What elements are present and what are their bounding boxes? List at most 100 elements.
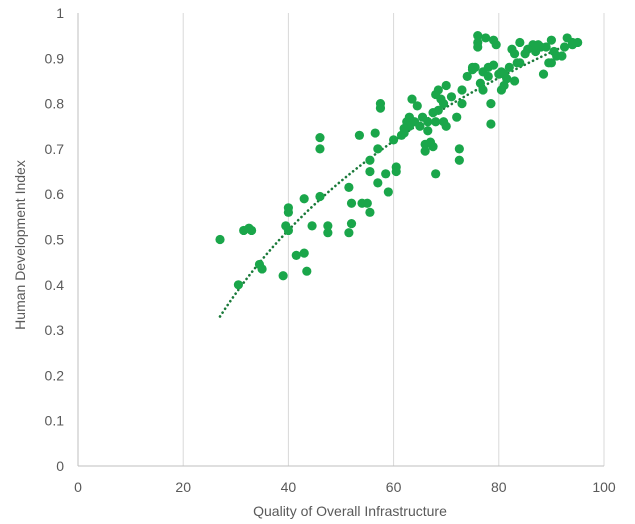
data-point	[383, 187, 393, 197]
data-point	[423, 117, 433, 127]
x-tick-labels: 0 20 40 60 80 100	[74, 479, 616, 495]
data-point	[457, 85, 467, 95]
data-point	[423, 126, 433, 136]
axes	[77, 13, 604, 467]
y-tick-label: 0.1	[45, 413, 65, 429]
y-tick-label: 0.4	[45, 277, 65, 293]
x-axis-title: Quality of Overall Infrastructure	[253, 503, 447, 519]
data-point	[546, 35, 557, 45]
data-point	[278, 271, 288, 281]
data-point	[515, 37, 525, 48]
data-point	[538, 69, 549, 79]
data-point	[407, 94, 417, 104]
y-tick-label: 0.3	[45, 322, 65, 338]
trendline-group	[218, 38, 580, 318]
data-point	[389, 135, 399, 145]
data-point	[441, 80, 451, 91]
data-point	[299, 248, 309, 258]
data-point	[323, 221, 333, 231]
data-point	[362, 198, 372, 208]
data-point	[457, 99, 467, 109]
data-point	[483, 71, 493, 82]
y-tick-label: 0.5	[45, 232, 65, 248]
data-point	[420, 146, 430, 156]
data-point	[365, 155, 375, 165]
data-point	[541, 42, 551, 52]
data-point	[533, 40, 543, 50]
data-point	[373, 178, 383, 188]
data-point	[431, 117, 441, 127]
data-point	[299, 194, 309, 204]
data-point	[502, 74, 512, 84]
data-point	[523, 44, 533, 54]
data-point	[557, 51, 567, 61]
data-point	[509, 76, 520, 86]
data-point	[481, 33, 491, 43]
data-point	[344, 228, 354, 238]
x-tick-label: 0	[74, 479, 82, 495]
data-point	[559, 42, 570, 52]
y-tick-labels: 0 0.1 0.2 0.3 0.4 0.5 0.6 0.7 0.8 0.9 1	[45, 5, 65, 474]
data-point	[233, 280, 244, 290]
data-point	[473, 37, 483, 48]
data-point	[470, 62, 480, 72]
x-tick-label: 100	[592, 479, 616, 495]
data-point	[315, 191, 325, 202]
y-tick-label: 0.7	[45, 141, 65, 157]
data-point	[462, 71, 472, 82]
y-axis-title: Human Development Index	[12, 160, 28, 330]
data-point	[315, 132, 325, 143]
grid-lines	[182, 13, 605, 466]
data-point	[473, 31, 483, 41]
data-point	[415, 121, 425, 131]
data-point	[246, 225, 257, 236]
data-point	[344, 182, 354, 193]
data-points	[215, 31, 583, 290]
data-point	[486, 119, 496, 129]
data-point	[433, 105, 443, 115]
data-point	[399, 123, 409, 134]
data-point	[488, 35, 499, 45]
data-point	[365, 207, 375, 217]
data-point	[391, 162, 401, 172]
data-point	[307, 221, 317, 231]
trendline	[218, 38, 580, 318]
data-point	[302, 266, 312, 276]
data-point	[486, 99, 496, 109]
data-point	[375, 99, 386, 109]
data-point	[346, 219, 357, 229]
data-point	[370, 128, 380, 138]
data-point	[433, 85, 443, 95]
x-tick-label: 80	[491, 479, 507, 495]
x-tick-label: 20	[175, 479, 191, 495]
data-point	[346, 198, 357, 208]
data-point	[428, 142, 438, 152]
y-tick-label: 1	[56, 5, 64, 21]
data-point	[573, 37, 583, 48]
data-point	[315, 144, 325, 154]
data-point	[509, 49, 520, 59]
y-tick-label: 0.8	[45, 96, 65, 112]
data-point	[446, 92, 457, 102]
data-point	[354, 130, 365, 140]
data-point	[215, 234, 225, 245]
data-point	[431, 169, 441, 179]
data-point	[283, 225, 293, 236]
data-point	[488, 60, 499, 70]
y-tick-label: 0.2	[45, 367, 65, 383]
data-point	[441, 121, 451, 131]
data-point	[365, 166, 375, 177]
data-point	[291, 250, 301, 260]
y-tick-label: 0	[56, 458, 64, 474]
x-tick-label: 60	[386, 479, 402, 495]
data-point	[257, 264, 267, 274]
data-point	[323, 228, 333, 238]
data-point	[546, 58, 557, 68]
y-tick-label: 0.6	[45, 186, 65, 202]
data-point	[373, 144, 383, 154]
data-point	[283, 203, 293, 213]
data-point	[454, 155, 464, 165]
data-point	[412, 101, 422, 111]
data-point	[504, 62, 514, 72]
